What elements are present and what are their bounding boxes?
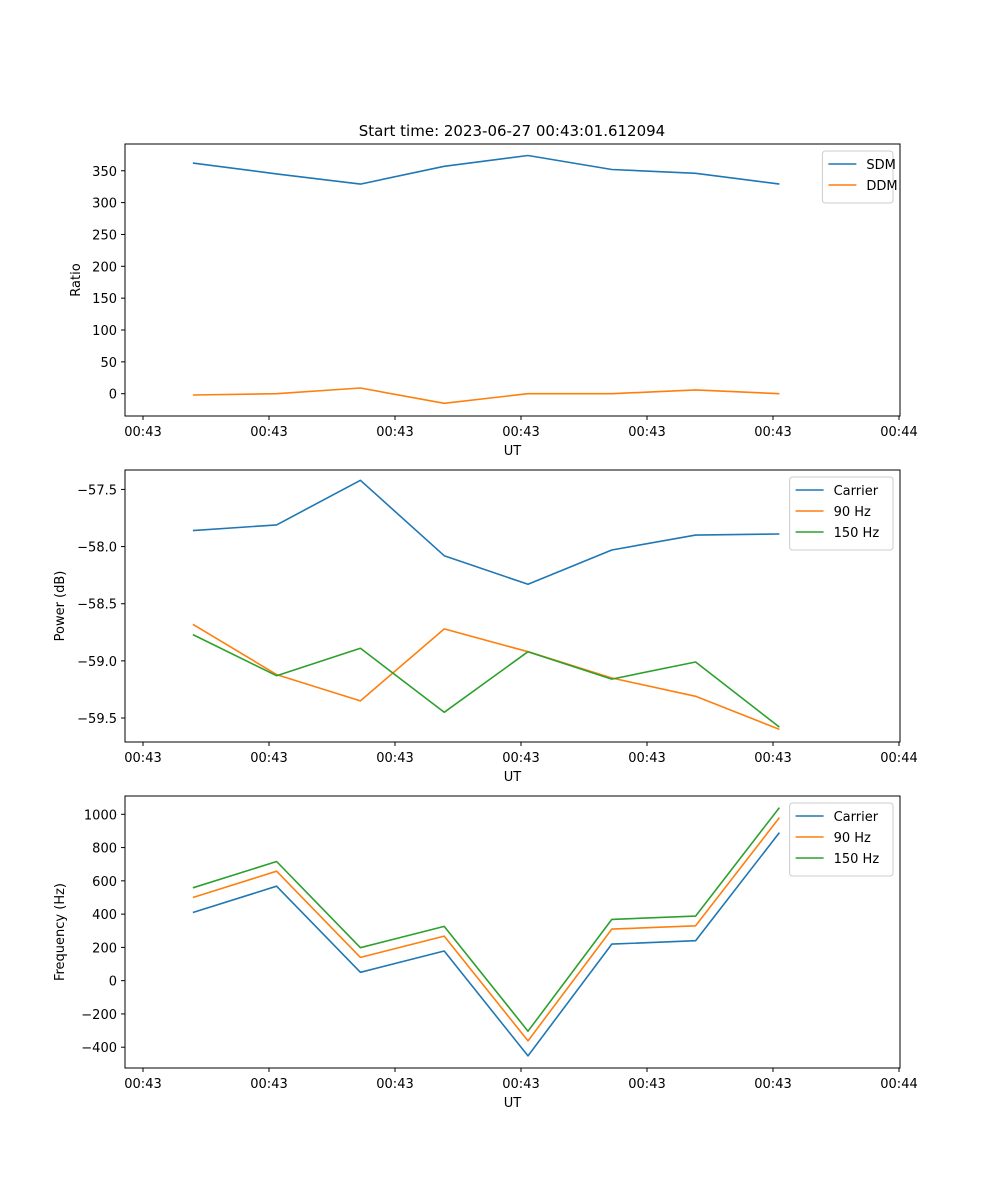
- y-tick-label: −59.5: [77, 712, 117, 727]
- subplot-3: 00:43 00:43 00:43 00:43 00:43 00:43 00:44 UT −40…: [53, 795, 918, 1111]
- series-line-90-hz: [192, 623, 780, 731]
- y-axis-label: Power (dB): [53, 571, 68, 642]
- subplot-1: 00:43 00:43 00:43 00:43 00:43 00:43 00:44 UT 0 50…: [69, 143, 918, 459]
- y-tick-label: 800: [92, 842, 117, 857]
- axes-frame: [124, 795, 901, 1069]
- legend: Carrier 90 Hz 150 Hz: [789, 802, 894, 877]
- x-axis-label: UT: [504, 444, 522, 459]
- x-tick-label: 00:43: [124, 1077, 161, 1092]
- x-tick-label: 00:43: [124, 751, 161, 766]
- series-line-sdm: [192, 154, 780, 185]
- y-tick-label: −59.0: [77, 655, 117, 670]
- axes-frame: [124, 469, 901, 743]
- series-line-carrier: [192, 479, 780, 586]
- x-tick-label: 00:43: [628, 751, 665, 766]
- y-tick-label: 250: [92, 228, 117, 243]
- y-tick-label: 300: [92, 197, 117, 212]
- x-tick-label: 00:43: [124, 425, 161, 440]
- y-tick-label: −400: [81, 1041, 117, 1056]
- y-tick-label: 350: [92, 165, 117, 180]
- x-tick-label: 00:43: [502, 751, 539, 766]
- x-tick-label: 00:43: [754, 425, 791, 440]
- y-tick-label: 50: [100, 356, 117, 371]
- x-tick-label: 00:43: [754, 751, 791, 766]
- legend-label: 150 Hz: [834, 526, 880, 541]
- y-tick-label: 200: [92, 260, 117, 275]
- y-tick-label: 1000: [84, 808, 117, 823]
- y-tick-label: 0: [109, 975, 117, 990]
- y-tick-label: 0: [109, 388, 117, 403]
- series-line-150-hz: [192, 807, 781, 1032]
- x-tick-label: 00:43: [376, 425, 413, 440]
- x-tick-label: 00:44: [880, 1077, 917, 1092]
- axes-frame: [124, 143, 901, 417]
- legend-label: 90 Hz: [834, 831, 871, 846]
- y-axis-label: Frequency (Hz): [53, 883, 68, 981]
- y-tick-label: 200: [92, 941, 117, 956]
- legend-label: Carrier: [834, 810, 879, 825]
- series-line-ddm: [192, 387, 780, 405]
- x-tick-label: 00:43: [376, 751, 413, 766]
- legend: SDM DDM: [821, 150, 898, 204]
- x-axis-label: UT: [504, 1096, 522, 1111]
- y-tick-label: 400: [92, 908, 117, 923]
- subplot-2: 00:43 00:43 00:43 00:43 00:43 00:43 00:44 UT −59…: [53, 469, 918, 785]
- legend-label: Carrier: [834, 484, 879, 499]
- subplot-panels: 00:43 00:43 00:43 00:43 00:43 00:43 00:44 UT 0 50…: [53, 143, 918, 1111]
- legend-label: 90 Hz: [834, 505, 871, 520]
- legend-label: DDM: [866, 179, 897, 194]
- x-tick-label: 00:43: [754, 1077, 791, 1092]
- x-tick-label: 00:44: [880, 425, 917, 440]
- y-tick-label: −200: [81, 1008, 117, 1023]
- figure-title: Start time: 2023-06-27 00:43:01.612094: [359, 122, 665, 140]
- y-tick-label: 600: [92, 875, 117, 890]
- y-tick-label: −58.0: [77, 541, 117, 556]
- series-line-90-hz: [192, 817, 781, 1042]
- x-axis-label: UT: [504, 770, 522, 785]
- legend-label: 150 Hz: [834, 852, 880, 867]
- x-tick-label: 00:43: [502, 425, 539, 440]
- y-tick-label: −58.5: [77, 598, 117, 613]
- series-line-carrier: [192, 832, 781, 1057]
- legend-label: SDM: [866, 158, 895, 173]
- x-tick-label: 00:43: [250, 425, 287, 440]
- y-axis-label: Ratio: [69, 263, 84, 296]
- y-tick-label: 100: [92, 324, 117, 339]
- x-tick-label: 00:43: [376, 1077, 413, 1092]
- x-tick-label: 00:43: [628, 1077, 665, 1092]
- y-tick-label: −57.5: [77, 483, 117, 498]
- legend: Carrier 90 Hz 150 Hz: [789, 476, 894, 551]
- x-tick-label: 00:43: [250, 1077, 287, 1092]
- x-tick-label: 00:43: [250, 751, 287, 766]
- x-tick-label: 00:43: [502, 1077, 539, 1092]
- x-tick-label: 00:43: [628, 425, 665, 440]
- series-line-150-hz: [192, 633, 780, 728]
- x-tick-label: 00:44: [880, 751, 917, 766]
- y-tick-label: 150: [92, 292, 117, 307]
